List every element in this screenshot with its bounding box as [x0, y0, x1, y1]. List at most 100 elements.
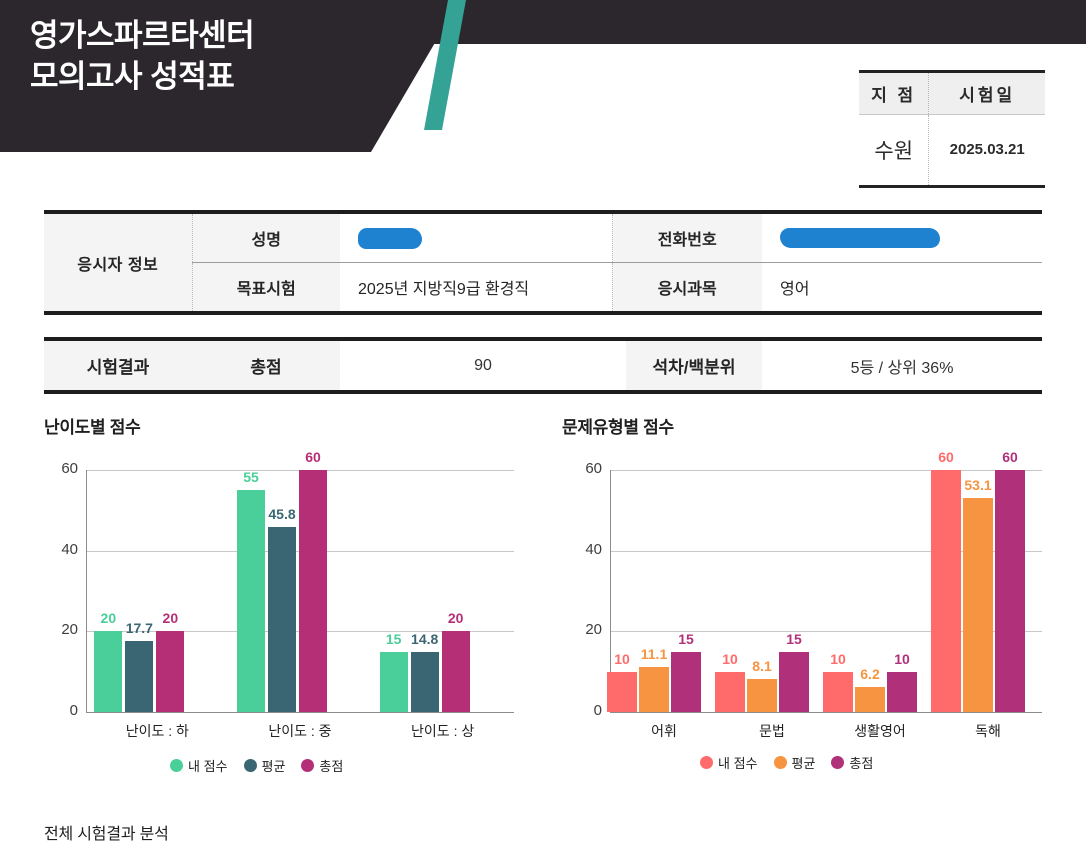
chart-bar — [125, 640, 154, 712]
legend-item: 평균 — [773, 753, 816, 772]
chart-bar — [299, 470, 327, 712]
chart-bar-value-label: 15 — [678, 630, 694, 647]
chart-bar — [156, 631, 185, 712]
legend-color-swatch — [831, 756, 845, 769]
chart-difficulty: 0 20 40 60 20 17.7 20 난이도 : 하 55 45.8 60 난이도 : 중 15 1… — [44, 449, 514, 742]
y-axis-tick-label: 20 — [585, 621, 602, 639]
label-name: 성명 — [191, 212, 340, 263]
legend-color-swatch — [243, 759, 257, 772]
value-total-score: 90 — [340, 339, 626, 392]
value-rank-percentile: 5등 / 상위 36% — [762, 339, 1042, 392]
chart-bar-value-label: 10 — [722, 650, 738, 667]
exam-date-value: 2025.03.21 — [949, 141, 1025, 159]
x-axis-tick-label: 어휘 — [651, 723, 677, 739]
chart-bar-value-label: 11.1 — [640, 646, 668, 663]
branch-header-branch: 지 점 — [859, 71, 929, 116]
chart-bar-value-label: 60 — [938, 449, 954, 465]
chart-bar — [268, 527, 296, 712]
table-row: 응시자 정보 성명 전화번호 — [44, 212, 1042, 314]
y-axis-tick-label: 40 — [61, 540, 78, 558]
chart-bar — [237, 490, 265, 712]
chart-gridline — [610, 550, 1042, 552]
header-dark-block — [0, 0, 460, 152]
redaction-blob-phone — [780, 228, 940, 248]
value-subject: 영어 — [762, 262, 1042, 313]
exam-result-table: 시험결과 총점 90 석차/백분위 5등 / 상위 36% — [44, 337, 1042, 394]
branch-header-date: 시험일 — [928, 71, 1045, 116]
chart-bar — [779, 651, 809, 712]
y-axis-tick-label: 0 — [69, 702, 78, 719]
table-row: 목표시험 2025년 지방직9급 환경직 응시과목 영어 — [44, 262, 1042, 313]
chart-bar — [607, 671, 637, 712]
legend-item: 총점 — [301, 756, 343, 775]
chart-gridline — [610, 631, 1042, 633]
chart-gridline — [610, 470, 1042, 471]
x-axis-line — [86, 712, 514, 713]
chart-bar — [410, 652, 439, 712]
chart-bar-value-label: 60 — [305, 449, 321, 465]
legend-label: 평균 — [791, 756, 816, 771]
chart-bar — [823, 671, 853, 712]
label-phone: 전화번호 — [611, 212, 762, 263]
chart-bar-value-label: 20 — [100, 610, 117, 627]
report-header: 영가스파르타센터 모의고사 성적표 지 점 시험일 수원 2025.03.21 — [0, 0, 1086, 200]
page-title-line2: 모의고사 성적표 — [30, 58, 235, 94]
chart-bar — [995, 470, 1025, 712]
chart-bar-value-label: 10 — [830, 650, 846, 667]
value-phone — [762, 212, 1042, 263]
result-section-title: 시험결과 — [44, 339, 192, 392]
legend-color-swatch — [170, 759, 183, 772]
legend-label: 내 점수 — [718, 756, 758, 771]
legend-label: 총점 — [849, 756, 874, 771]
chart-bar-value-label: 20 — [447, 610, 464, 627]
label-subject: 응시과목 — [611, 262, 762, 313]
branch-value-row: 수원 2025.03.21 — [859, 114, 1045, 187]
legend-color-swatch — [700, 756, 713, 769]
chart-bar-value-label: 17.7 — [125, 619, 153, 636]
legend-label: 내 점수 — [188, 759, 228, 774]
y-axis-tick-label: 20 — [61, 621, 78, 639]
table-row: 시험결과 총점 90 석차/백분위 5등 / 상위 36% — [44, 339, 1042, 392]
chart-bar — [715, 671, 745, 712]
x-axis-tick-label: 난이도 : 중 — [268, 723, 332, 739]
chart-bar-value-label: 53.1 — [964, 476, 992, 493]
x-axis-line — [610, 712, 1042, 713]
legend-item: 평균 — [243, 756, 286, 775]
chart-bar-value-label: 10 — [894, 650, 910, 667]
chart-bar — [671, 651, 701, 712]
chart-title-question-type: 문제유형별 점수 — [562, 418, 674, 437]
y-axis-tick-label: 0 — [593, 702, 602, 719]
chart-bar — [747, 679, 777, 712]
legend-color-swatch — [301, 759, 315, 772]
legend-label: 총점 — [319, 759, 344, 774]
chart-bar — [963, 497, 993, 712]
chart-bar-value-label: 55 — [243, 469, 259, 486]
legend-item: 내 점수 — [170, 756, 228, 775]
chart-title-difficulty: 난이도별 점수 — [44, 418, 141, 437]
y-axis-tick-label: 40 — [585, 540, 602, 558]
chart-bar — [379, 651, 408, 712]
chart-bar-value-label: 14.8 — [411, 631, 439, 648]
chart-bar — [855, 686, 885, 712]
branch-info-table: 지 점 시험일 수원 2025.03.21 — [859, 70, 1045, 188]
applicant-info-title: 응시자 정보 — [44, 212, 192, 314]
legend-label: 평균 — [261, 759, 286, 774]
chart-question-type: 0 20 40 60 10 11.1 15 어휘 10 8.1 15 문법 10 6.2 10 생활영어 60 5… — [562, 449, 1042, 742]
chart-legend-question-type: 내 점수 평균 총점 — [700, 753, 882, 772]
x-axis-tick-label: 난이도 : 상 — [411, 723, 475, 739]
value-target-exam: 2025년 지방직9급 환경직 — [340, 262, 612, 313]
redaction-blob-name — [358, 227, 422, 249]
label-total-score: 총점 — [192, 339, 340, 392]
x-axis-tick-label: 독해 — [975, 723, 1001, 739]
y-axis-line — [610, 470, 611, 712]
chart-bar-value-label: 8.1 — [752, 658, 772, 675]
x-axis-tick-label: 난이도 : 하 — [125, 723, 189, 739]
applicant-info-table: 응시자 정보 성명 전화번호 목표시험 2025년 지방직9급 환경직 응시과목… — [44, 210, 1042, 315]
chart-bar — [94, 631, 123, 712]
x-axis-tick-label: 생활영어 — [854, 723, 906, 739]
y-axis-tick-label: 60 — [585, 460, 602, 477]
footer-analysis-note: 전체 시험결과 분석 — [44, 826, 169, 843]
chart-bar — [639, 667, 669, 712]
branch-value: 수원 — [874, 140, 914, 164]
